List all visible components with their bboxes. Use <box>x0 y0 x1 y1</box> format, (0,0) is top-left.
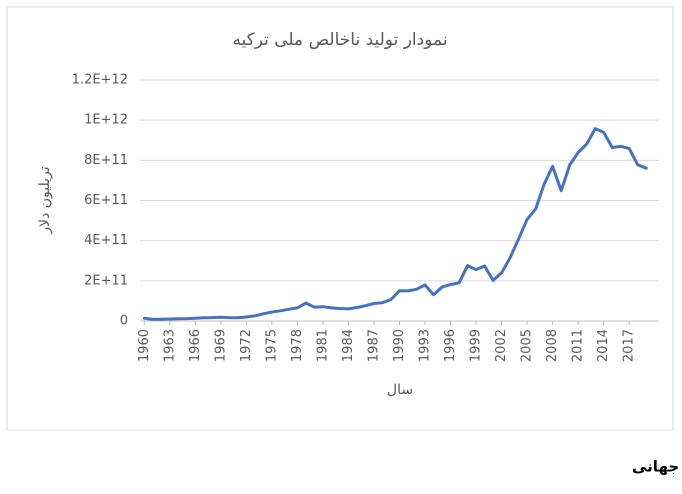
x-tick-label: 2002 <box>494 329 509 362</box>
x-tick-label: 1966 <box>188 329 203 362</box>
y-tick-label: 2E+11 <box>84 273 128 288</box>
x-tick-label: 2017 <box>622 329 637 362</box>
y-tick-label: 1.2E+12 <box>72 73 128 88</box>
chart-frame <box>6 6 674 431</box>
x-tick-label: 1960 <box>137 329 152 362</box>
x-tick-label: 1981 <box>315 329 330 362</box>
x-tick-label: 1975 <box>264 329 279 362</box>
x-tick-label: 1963 <box>162 329 177 362</box>
x-tick-label: 1999 <box>469 329 484 362</box>
x-tick-label: 2011 <box>571 329 586 362</box>
x-tick-label: 1978 <box>290 329 305 362</box>
x-tick-label: 2005 <box>520 329 535 362</box>
x-tick-label: 1996 <box>443 329 458 362</box>
y-tick-label: 6E+11 <box>84 193 128 208</box>
x-tick-label: 1990 <box>392 329 407 362</box>
x-tick-label: 2008 <box>545 329 560 362</box>
x-tick-label: 1987 <box>366 329 381 362</box>
x-tick-label: 2014 <box>596 329 611 362</box>
x-tick-label: 1972 <box>239 329 254 362</box>
x-axis-title: سال <box>387 382 413 398</box>
y-axis-title: تریلیون دلار <box>37 166 53 234</box>
x-tick-label: 1984 <box>341 329 356 362</box>
caption: نمودار ۱. تولید ناخالص داخلی ترکیه بر اس… <box>632 458 682 476</box>
x-tick-label: 1969 <box>213 329 228 362</box>
y-tick-label: 4E+11 <box>84 233 128 248</box>
y-tick-label: 0 <box>120 314 128 329</box>
x-tick-label: 1993 <box>418 329 433 362</box>
data-line <box>142 127 648 321</box>
y-tick-label: 1E+12 <box>84 113 128 128</box>
y-tick-label: 8E+11 <box>84 153 128 168</box>
chart-title: نمودار تولید ناخالص ملی ترکیه <box>232 30 447 50</box>
